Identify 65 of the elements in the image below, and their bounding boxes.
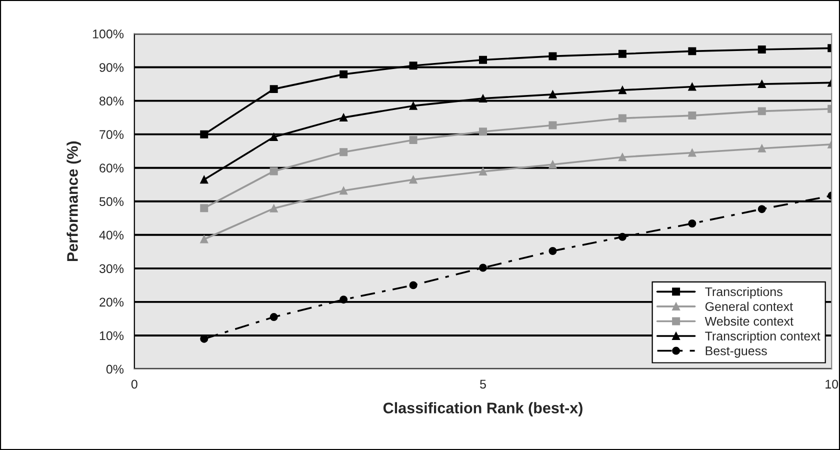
y-tick-label: 80% xyxy=(100,96,124,106)
point xyxy=(548,90,557,98)
point xyxy=(758,80,766,88)
point xyxy=(340,70,348,78)
y-tick-label: 30% xyxy=(99,264,124,274)
legend-label: Website context xyxy=(704,316,794,326)
legend-label: General context xyxy=(705,302,793,311)
point xyxy=(548,121,557,130)
point xyxy=(200,204,208,212)
point xyxy=(270,133,278,141)
point xyxy=(758,107,766,116)
y-tick-label: 0% xyxy=(106,364,124,374)
point xyxy=(200,130,208,138)
point xyxy=(688,82,696,91)
point xyxy=(618,153,626,162)
point xyxy=(270,167,278,176)
point xyxy=(618,232,626,241)
y-axis-title: Performance (%) xyxy=(66,141,81,262)
point xyxy=(479,128,487,136)
y-tick-label: 50% xyxy=(99,197,124,206)
point xyxy=(479,168,487,176)
y-tick-label: 100% xyxy=(92,30,124,38)
point xyxy=(340,296,348,304)
y-tick-label: 20% xyxy=(100,298,124,307)
point xyxy=(479,56,487,64)
point xyxy=(548,160,557,168)
point xyxy=(688,220,696,228)
y-tick-label: 40% xyxy=(99,230,124,240)
legend-label: Best-guess xyxy=(706,346,767,358)
x-tick-label: 0 xyxy=(131,380,138,389)
y-tick-label: 90% xyxy=(100,63,124,72)
point xyxy=(618,50,626,58)
point xyxy=(270,85,278,94)
x-tick-label: 10 xyxy=(826,380,838,389)
point xyxy=(688,112,696,120)
point xyxy=(409,281,418,290)
point xyxy=(270,204,278,212)
legend-label: Transcription context xyxy=(705,331,820,343)
y-tick-label: 60% xyxy=(100,164,124,172)
point xyxy=(548,247,557,255)
point xyxy=(758,205,766,214)
point xyxy=(758,46,766,54)
y-tick-label: 10% xyxy=(100,331,124,340)
point xyxy=(200,176,208,184)
point xyxy=(548,52,557,60)
point xyxy=(409,102,418,110)
point xyxy=(618,114,626,122)
point xyxy=(479,94,487,102)
point xyxy=(340,186,348,195)
x-tick-label: 5 xyxy=(480,380,486,389)
point xyxy=(409,136,418,144)
point xyxy=(479,264,487,272)
y-tick-label: 70% xyxy=(100,130,124,139)
point xyxy=(409,62,418,70)
point xyxy=(270,313,278,322)
point xyxy=(688,148,696,157)
point xyxy=(340,148,348,156)
point xyxy=(758,144,766,152)
point xyxy=(409,176,418,184)
point xyxy=(340,114,348,122)
legend-label: Transcriptions xyxy=(705,286,782,299)
point xyxy=(688,47,696,56)
point xyxy=(618,86,626,94)
point xyxy=(200,235,208,244)
x-axis-title: Classification Rank (best-x) xyxy=(383,402,582,416)
